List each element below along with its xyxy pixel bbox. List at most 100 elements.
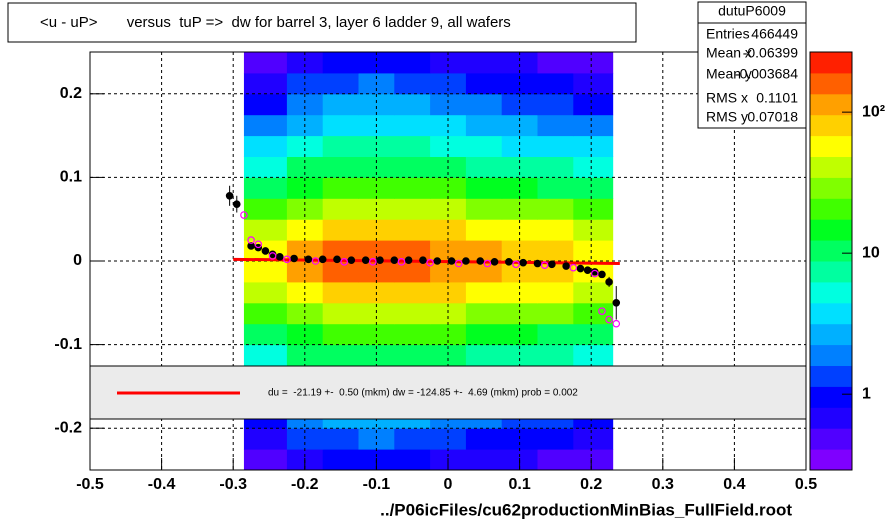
profile-point (540, 261, 549, 269)
profile-point (404, 256, 413, 264)
heatmap-cell (465, 323, 503, 346)
profile-point (304, 255, 313, 264)
chart-title: <u - uP> versus tuP => dw for barrel 3, … (40, 14, 511, 31)
heatmap-cell (430, 135, 467, 157)
heatmap-cell (501, 261, 538, 283)
profile-point (483, 259, 492, 268)
heatmap-cell (430, 219, 467, 241)
heatmap-cell (243, 135, 288, 157)
colorbar-band (810, 386, 852, 408)
stats-value: 0.1101 (756, 90, 798, 106)
x-tick-label: -0.3 (219, 476, 247, 493)
profile-point (290, 254, 298, 263)
x-tick-label: 0 (444, 476, 453, 493)
colorbar-band (810, 219, 852, 241)
heatmap-cell (537, 302, 574, 325)
heatmap-cell (322, 156, 359, 178)
heatmap-cell (243, 198, 288, 220)
x-tick-label: 0.5 (795, 476, 817, 493)
profile-point (562, 262, 570, 270)
profile-point (605, 278, 613, 286)
heatmap-cell (243, 344, 288, 366)
heatmap-cell (465, 261, 503, 283)
heatmap-cell (358, 302, 395, 325)
colorbar-band (810, 344, 852, 366)
heatmap-cell (501, 135, 538, 157)
heatmap-cell (573, 198, 614, 220)
colorbar-band (810, 449, 852, 471)
colorbar-band (810, 261, 852, 283)
heatmap-cell (322, 72, 359, 95)
heatmap-cell (394, 344, 431, 366)
colorbar-band (810, 302, 852, 325)
heatmap-cell (394, 323, 431, 346)
title-box (7, 2, 637, 43)
heatmap-cell (286, 261, 324, 283)
heatmap-cell (573, 114, 614, 137)
heatmap-cell (243, 323, 288, 346)
heatmap-cell (243, 156, 288, 178)
plot-frame (89, 51, 807, 471)
colorbar-band (810, 240, 852, 262)
profile-point (261, 247, 270, 255)
profile-point (605, 315, 613, 324)
stats-value: 466449 (751, 26, 798, 42)
profile-point (426, 258, 434, 267)
colorbar-band (810, 177, 852, 199)
colorbar-band (810, 156, 852, 178)
heatmap-cell (322, 344, 359, 366)
heatmap-cell (501, 302, 538, 325)
colorbar-frame (809, 51, 853, 471)
heatmap-cell (537, 281, 574, 304)
heatmap-cell (465, 219, 503, 241)
y-tick-label: 0.1 (60, 169, 82, 186)
heatmap-cell (573, 449, 614, 471)
profile-point (390, 256, 399, 264)
heatmap-cell (358, 219, 395, 241)
colorbar-band (810, 365, 852, 387)
heatmap-cell (394, 114, 431, 137)
heatmap-cell (322, 449, 359, 471)
x-axis-label: ../P06icFiles/cu62productionMinBias_Full… (380, 500, 792, 519)
heatmap-cell (322, 52, 359, 74)
y-tick-label: -0.2 (54, 419, 82, 436)
heatmap-cell (430, 52, 467, 74)
colorbar-band (810, 323, 852, 346)
stats-label: RMS x (706, 90, 748, 106)
stats-label: RMS y (706, 109, 748, 125)
heatmap-cell (465, 449, 503, 471)
heatmap-cell (573, 177, 614, 199)
heatmap-cell (430, 177, 467, 199)
heatmap-cell (573, 344, 614, 366)
heatmap-cell (430, 344, 467, 366)
x-tick-label: -0.1 (363, 476, 391, 493)
heatmap-cell (537, 135, 574, 157)
heatmap-cell (394, 198, 431, 220)
stats-label: Entries (706, 26, 750, 42)
profile-point (612, 319, 621, 328)
heatmap-cell (573, 240, 614, 262)
heatmap-cell (322, 428, 359, 450)
heatmap-cell (573, 428, 614, 450)
heatmap-cell (537, 72, 574, 95)
heatmap-cell (243, 281, 288, 304)
profile-point (232, 200, 241, 208)
heatmap-cell (243, 428, 288, 450)
heatmap-cell (573, 323, 614, 346)
y-tick-label: 0.2 (60, 85, 82, 102)
heatmap-cell (243, 449, 288, 471)
heatmap-cell (286, 219, 324, 241)
fit-label: du = -21.19 +- 0.50 (mkm) dw = -124.85 +… (268, 388, 578, 399)
heatmap-cell (465, 177, 503, 199)
heatmap-cell (322, 281, 359, 304)
x-tick-label: -0.2 (291, 476, 319, 493)
heatmap-cell (501, 344, 538, 366)
heatmap-cell (537, 93, 574, 116)
colorbar-band (810, 281, 852, 304)
heatmap-cell (537, 177, 574, 199)
heatmap-cell (243, 261, 288, 283)
heatmap-cell (286, 344, 324, 366)
heatmap-cell (465, 344, 503, 366)
heatmap-cell (322, 219, 359, 241)
profile-point (533, 259, 542, 268)
